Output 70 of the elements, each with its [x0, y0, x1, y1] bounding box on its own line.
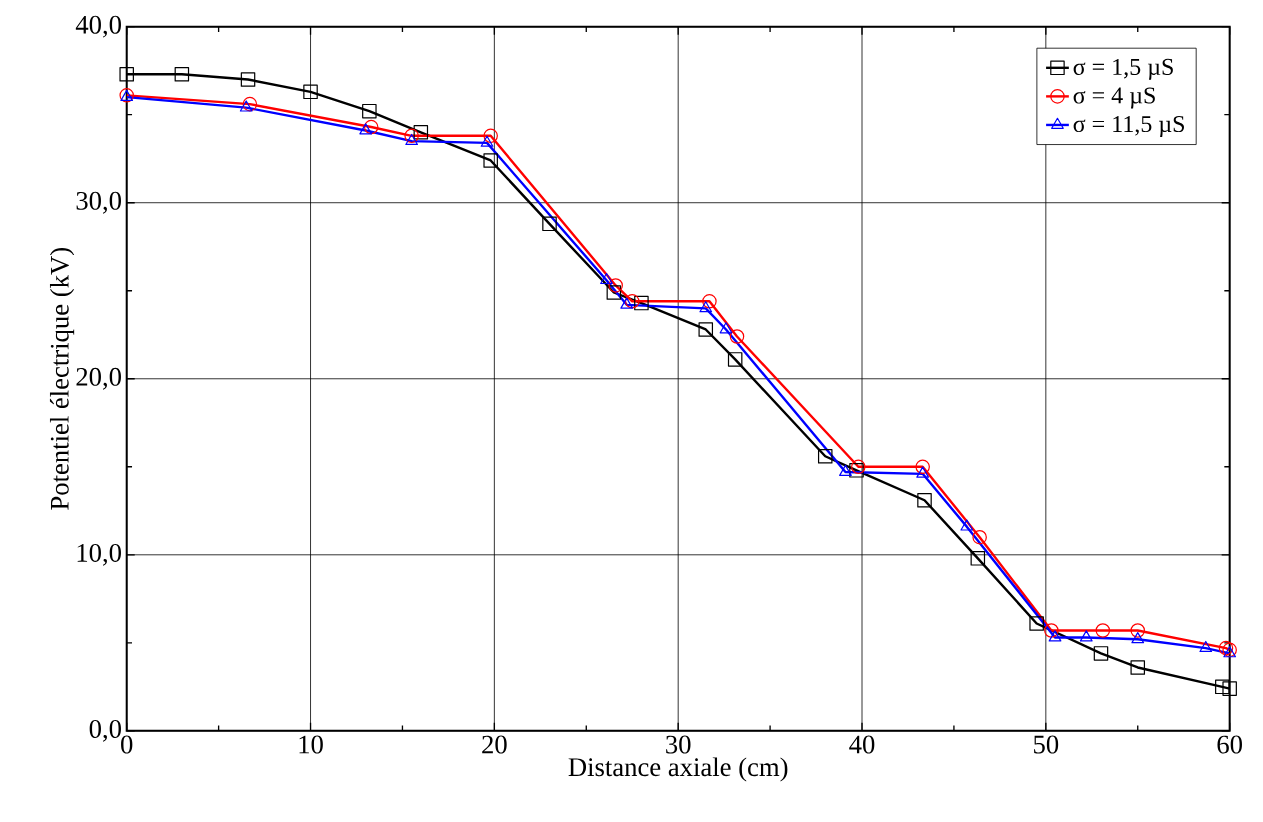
point — [542, 216, 557, 232]
point — [303, 84, 318, 100]
point — [1029, 616, 1044, 631]
point — [702, 294, 717, 309]
point — [174, 67, 190, 82]
point — [483, 153, 498, 168]
point — [405, 134, 419, 146]
legend-label: σ = 11,5 µS — [1073, 116, 1184, 138]
point — [1079, 630, 1093, 642]
y-tick-label: 40,0 — [75, 15, 121, 38]
point — [972, 530, 987, 545]
point — [1044, 623, 1059, 638]
point — [404, 128, 419, 144]
point — [719, 322, 733, 334]
point — [1130, 623, 1146, 638]
point — [413, 125, 429, 140]
y-tick-label: 10,0 — [77, 544, 121, 566]
point — [849, 463, 864, 478]
point — [1222, 681, 1237, 697]
point — [359, 123, 373, 135]
point — [1093, 646, 1109, 661]
point — [1131, 632, 1145, 644]
y-axis-title: Potentiel électrique (kV) — [49, 248, 75, 511]
point — [698, 322, 714, 337]
x-tick-label: 60 — [1217, 735, 1242, 754]
point — [1218, 641, 1234, 656]
x-tick-label: 50 — [1034, 735, 1059, 754]
x-tick-label: 0 — [121, 735, 133, 754]
point — [483, 128, 498, 144]
point — [1223, 646, 1237, 658]
point — [851, 459, 866, 475]
y-tick-label: 30,0 — [76, 192, 121, 214]
point — [480, 135, 494, 148]
x-tick-label: 30 — [666, 735, 691, 754]
x-tick-label: 10 — [299, 735, 323, 754]
point — [363, 119, 379, 135]
point — [1048, 630, 1062, 642]
point — [915, 459, 930, 475]
point — [242, 97, 258, 112]
point — [839, 465, 852, 477]
y-tick-label: 20,0 — [76, 368, 121, 390]
point — [699, 301, 713, 313]
point — [620, 297, 634, 309]
point — [634, 296, 649, 311]
point — [817, 449, 833, 464]
point — [362, 104, 377, 119]
point — [970, 551, 986, 566]
legend-label: σ = 1,5 µS — [1073, 59, 1173, 81]
point — [606, 285, 622, 300]
x-tick-label: 40 — [849, 735, 875, 754]
point — [727, 352, 743, 367]
y-tick-label: 0,0 — [89, 720, 121, 742]
point — [1222, 642, 1237, 658]
point — [240, 72, 256, 87]
point — [1215, 679, 1230, 695]
point — [119, 67, 134, 82]
point — [1095, 623, 1111, 638]
point — [960, 519, 974, 531]
point — [729, 329, 745, 344]
x-axis-title: Distance axiale (cm) — [568, 757, 788, 782]
point — [600, 273, 613, 285]
point — [608, 278, 623, 293]
legend-label: σ = 4 µS — [1073, 87, 1155, 109]
point — [624, 294, 640, 309]
x-tick-label: 20 — [482, 735, 507, 754]
point — [916, 466, 930, 478]
point — [1130, 660, 1146, 675]
point — [239, 100, 253, 112]
point — [917, 493, 932, 508]
point — [1199, 641, 1213, 653]
